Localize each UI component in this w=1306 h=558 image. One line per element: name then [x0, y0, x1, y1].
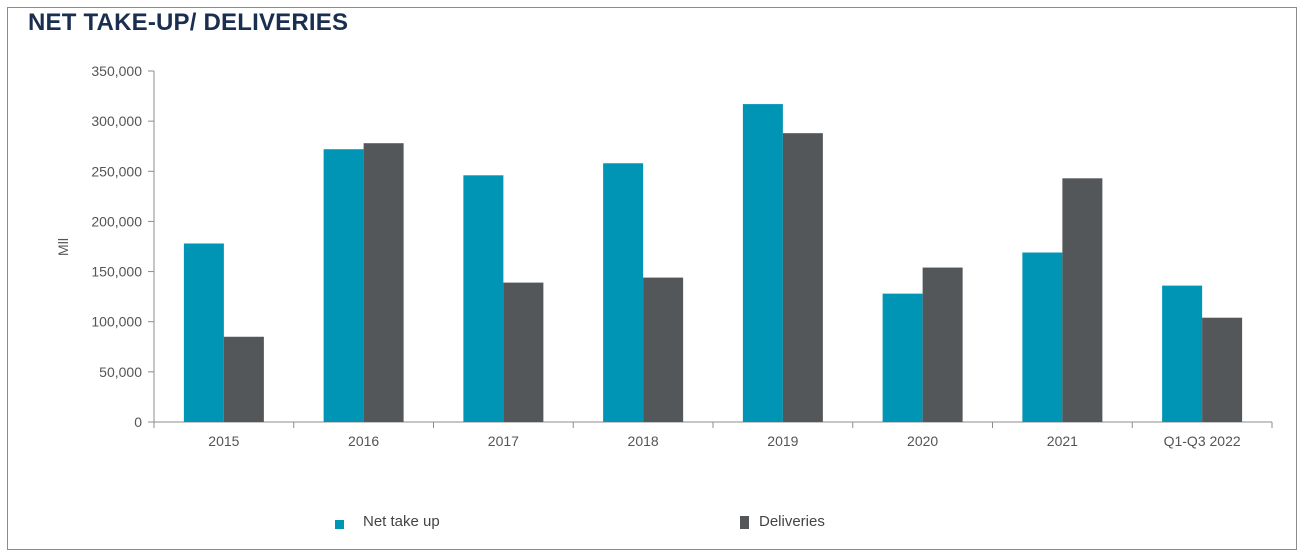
bar-deliveries-7 — [1202, 317, 1243, 422]
x-tick-label: 2017 — [488, 433, 519, 449]
y-tick-label: 350,000 — [91, 63, 142, 79]
bar-deliveries-4 — [782, 133, 823, 423]
bar-net-take-up-3 — [603, 163, 644, 422]
legend-label-net-take-up: Net take up — [363, 513, 440, 530]
bars — [183, 104, 1243, 423]
bar-deliveries-2 — [503, 282, 544, 422]
legend-swatch-deliveries — [740, 516, 749, 529]
x-tick-label: Q1-Q3 2022 — [1164, 433, 1241, 449]
y-tick-label: 50,000 — [99, 364, 142, 380]
y-tick-label: 100,000 — [91, 314, 142, 330]
bar-deliveries-6 — [1062, 178, 1103, 422]
x-tick-label: 2019 — [767, 433, 798, 449]
bar-net-take-up-1 — [323, 149, 364, 423]
chart-title: NET TAKE-UP/ DELIVERIES — [28, 9, 349, 36]
bar-deliveries-5 — [922, 267, 963, 422]
bar-deliveries-0 — [223, 336, 264, 422]
y-tick-label: 250,000 — [91, 163, 142, 179]
x-tick-label: 2016 — [348, 433, 379, 449]
x-tick-label: 2015 — [208, 433, 239, 449]
bar-net-take-up-4 — [742, 104, 783, 422]
legend-label-deliveries: Deliveries — [759, 513, 825, 530]
bar-net-take-up-6 — [1022, 252, 1063, 422]
x-tick-label: 2020 — [907, 433, 938, 449]
y-tick-label: 0 — [134, 414, 142, 430]
y-tick-label: 150,000 — [91, 264, 142, 280]
bar-net-take-up-5 — [882, 293, 923, 422]
bar-net-take-up-7 — [1162, 285, 1203, 422]
x-tick-label: 2018 — [628, 433, 659, 449]
bar-deliveries-3 — [643, 277, 684, 422]
axes — [148, 70, 1273, 428]
y-axis-label: Mll — [55, 238, 71, 256]
bar-net-take-up-0 — [183, 243, 224, 422]
bar-deliveries-1 — [363, 143, 404, 422]
y-tick-label: 200,000 — [91, 213, 142, 229]
x-tick-labels: 2015 2016 2017 2018 2019 2020 2021 Q1-Q3 2022 — [208, 433, 1241, 449]
legend-swatch-net-take-up — [335, 520, 344, 529]
x-tick-label: 2021 — [1047, 433, 1078, 449]
y-tick-labels: 0 50,000 100,000 150,000 200,000 250,000 300,0… — [91, 63, 142, 430]
bar-net-take-up-2 — [463, 175, 504, 422]
y-tick-label: 300,000 — [91, 113, 142, 129]
legend: Net take up Deliveries — [335, 513, 825, 530]
